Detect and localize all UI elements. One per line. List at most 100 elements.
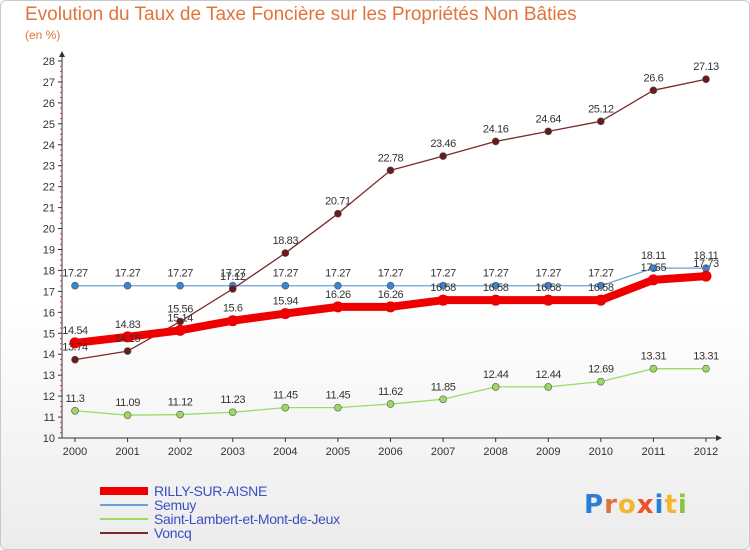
data-label: 17.27 bbox=[273, 268, 299, 280]
data-label: 11.09 bbox=[115, 397, 140, 409]
y-tick-label: 17 bbox=[43, 286, 55, 298]
data-point bbox=[542, 294, 554, 306]
data-label: 22.78 bbox=[378, 152, 404, 164]
data-point bbox=[702, 75, 710, 84]
data-point bbox=[491, 281, 500, 290]
data-point bbox=[123, 281, 132, 290]
x-tick-label: 2004 bbox=[273, 446, 297, 458]
data-point bbox=[71, 355, 79, 364]
data-label: 23.46 bbox=[430, 138, 456, 150]
data-label: 17.27 bbox=[115, 268, 141, 280]
y-tick-label: 14 bbox=[43, 349, 55, 361]
data-point bbox=[649, 86, 658, 95]
data-point bbox=[281, 249, 290, 257]
y-tick-label: 24 bbox=[43, 140, 55, 152]
data-label: 18.11 bbox=[641, 250, 666, 262]
y-tick-label: 15 bbox=[43, 328, 55, 340]
data-label: 11.45 bbox=[273, 390, 298, 402]
data-label: 14.83 bbox=[115, 319, 141, 331]
unit-label: (en %) bbox=[25, 28, 61, 42]
x-tick-label: 2009 bbox=[536, 446, 560, 458]
y-tick-label: 10 bbox=[43, 433, 55, 445]
data-label: 16.58 bbox=[430, 282, 456, 294]
data-point bbox=[122, 331, 134, 343]
data-label: 13.31 bbox=[641, 351, 667, 363]
proxiti-logo: Proxiti bbox=[584, 490, 688, 520]
data-label: 11.3 bbox=[66, 393, 85, 405]
data-point bbox=[71, 281, 79, 290]
y-tick-label: 19 bbox=[43, 245, 55, 257]
logo-letter: x bbox=[636, 490, 655, 520]
data-point bbox=[174, 324, 186, 336]
data-point bbox=[386, 281, 395, 290]
y-tick-label: 13 bbox=[43, 370, 55, 382]
data-label: 17.27 bbox=[220, 268, 246, 280]
data-point bbox=[597, 377, 605, 386]
data-label: 11.12 bbox=[168, 397, 193, 409]
y-axis-arrow bbox=[59, 51, 65, 57]
data-point bbox=[123, 411, 132, 419]
x-tick-label: 2010 bbox=[589, 446, 613, 458]
y-tick-label: 21 bbox=[43, 203, 55, 215]
data-point bbox=[385, 301, 396, 313]
x-tick-label: 2005 bbox=[326, 446, 350, 458]
data-label: 11.62 bbox=[378, 386, 403, 398]
data-point bbox=[700, 270, 712, 282]
x-tick-label: 2001 bbox=[115, 446, 139, 458]
data-point bbox=[544, 127, 553, 136]
data-label: 14.15 bbox=[115, 333, 141, 345]
data-point bbox=[228, 408, 237, 417]
data-label: 17.27 bbox=[588, 268, 614, 280]
data-point bbox=[176, 410, 184, 419]
data-label: 17.27 bbox=[483, 268, 509, 280]
data-label: 16.26 bbox=[325, 289, 351, 301]
data-label: 14.54 bbox=[62, 325, 88, 337]
data-label: 17.27 bbox=[62, 268, 88, 280]
y-tick-label: 25 bbox=[43, 119, 55, 131]
logo-letter: P bbox=[584, 490, 605, 520]
data-label: 15.14 bbox=[167, 312, 193, 324]
data-point bbox=[439, 281, 447, 290]
data-point bbox=[334, 281, 342, 290]
y-tick-label: 22 bbox=[43, 182, 55, 194]
data-point bbox=[281, 403, 290, 412]
logo-letter: r bbox=[604, 490, 618, 520]
data-label: 16.58 bbox=[483, 282, 509, 294]
data-point bbox=[649, 264, 658, 272]
x-tick-label: 2000 bbox=[63, 446, 87, 458]
y-tick-label: 27 bbox=[43, 77, 55, 89]
legend-label-saint-lambert: Saint-Lambert-et-Mont-de-Jeux bbox=[154, 511, 340, 527]
data-point bbox=[123, 347, 132, 355]
chart-title: Evolution du Taux de Taxe Foncière sur l… bbox=[25, 4, 577, 25]
data-label: 12.44 bbox=[483, 369, 509, 381]
data-label: 12.44 bbox=[535, 369, 561, 381]
data-point bbox=[71, 406, 79, 415]
data-label: 25.12 bbox=[588, 103, 614, 115]
logo-letter: o bbox=[617, 490, 637, 520]
logo-letter: i bbox=[677, 490, 688, 520]
data-label: 15.6 bbox=[223, 303, 243, 315]
data-label: 18.11 bbox=[694, 250, 719, 262]
data-point bbox=[491, 383, 500, 391]
data-label: 17.27 bbox=[325, 268, 351, 280]
data-label: 17.73 bbox=[693, 258, 719, 270]
legend-swatch-voncq bbox=[100, 532, 148, 534]
data-label: 12.69 bbox=[588, 364, 614, 376]
data-point bbox=[544, 383, 553, 391]
x-tick-label: 2008 bbox=[483, 446, 507, 458]
data-label: 11.45 bbox=[326, 390, 351, 402]
data-point bbox=[279, 308, 291, 320]
data-point bbox=[334, 209, 342, 218]
x-tick-label: 2012 bbox=[694, 446, 718, 458]
x-tick-label: 2006 bbox=[378, 446, 402, 458]
x-tick-label: 2003 bbox=[221, 446, 245, 458]
data-point bbox=[437, 294, 449, 306]
data-label: 17.12 bbox=[220, 271, 246, 283]
data-label: 13.74 bbox=[62, 342, 88, 354]
data-point bbox=[490, 294, 502, 306]
legend-label-rilly: RILLY-SUR-AISNE bbox=[154, 483, 267, 499]
data-point bbox=[332, 301, 344, 313]
data-label: 13.31 bbox=[693, 351, 719, 363]
data-label: 11.85 bbox=[431, 381, 456, 393]
